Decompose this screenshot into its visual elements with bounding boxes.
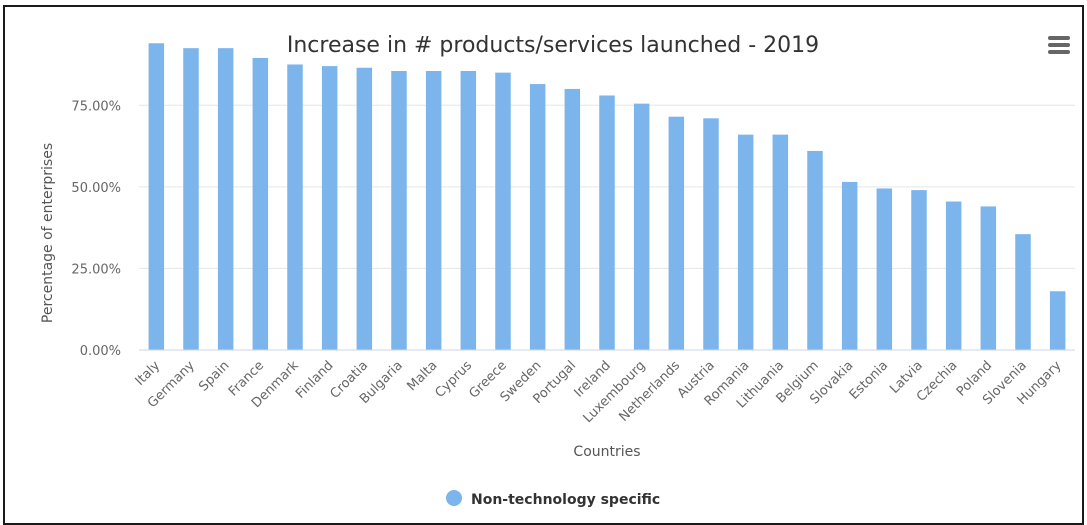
x-tick-label: Finland — [293, 358, 336, 401]
bar-greece[interactable] — [495, 72, 511, 350]
menu-bar — [1048, 43, 1070, 47]
bar-netherlands[interactable] — [668, 116, 685, 351]
bar-romania[interactable] — [737, 134, 754, 350]
bar-slovenia[interactable] — [1015, 234, 1031, 350]
x-axis-title: Countries — [573, 444, 640, 460]
bar-finland[interactable] — [321, 66, 338, 351]
bar-belgium[interactable] — [807, 150, 823, 350]
bar-poland[interactable] — [980, 206, 997, 350]
legend[interactable]: Non-technology specific — [446, 490, 660, 508]
bar-france[interactable] — [252, 57, 269, 351]
bar-germany[interactable] — [183, 48, 199, 350]
bar-sweden[interactable] — [529, 84, 546, 350]
bar-luxembourg[interactable] — [633, 103, 650, 350]
chart-title: Increase in # products/services launched… — [287, 33, 819, 58]
bar-ireland[interactable] — [599, 95, 615, 350]
bar-bulgaria[interactable] — [391, 71, 407, 350]
legend-label[interactable]: Non-technology specific — [471, 492, 660, 508]
bar-latvia[interactable] — [911, 190, 927, 350]
x-tick-labels: ItalyGermanySpainFranceDenmarkFinlandCro… — [133, 358, 1065, 426]
bar-slovakia[interactable] — [841, 181, 858, 350]
y-tick-label: 25.00% — [71, 262, 121, 277]
menu-bar — [1048, 50, 1070, 54]
hamburger-menu-icon[interactable] — [1046, 36, 1072, 60]
bar-portugal[interactable] — [564, 88, 581, 351]
y-tick-labels: 0.00% 25.00% 50.00% 75.00% — [71, 99, 121, 359]
bar-spain[interactable] — [217, 48, 234, 350]
bar-hungary[interactable] — [1049, 291, 1066, 350]
x-tick-label: Italy — [133, 358, 164, 389]
y-tick-label: 75.00% — [71, 99, 121, 114]
bar-austria[interactable] — [703, 118, 719, 350]
legend-marker — [446, 490, 462, 506]
bar-series — [148, 43, 1066, 351]
bar-lithuania[interactable] — [772, 134, 789, 350]
bar-denmark[interactable] — [287, 64, 303, 350]
x-tick-label: Netherlands — [617, 358, 684, 425]
bar-croatia[interactable] — [356, 67, 373, 350]
bar-czechia[interactable] — [945, 201, 962, 350]
menu-bar — [1048, 36, 1070, 40]
y-axis-title: Percentage of enterprises — [40, 143, 56, 323]
bar-italy[interactable] — [148, 43, 165, 351]
bar-chart: Increase in # products/services launched… — [40, 33, 1075, 508]
bar-cyprus[interactable] — [460, 71, 477, 350]
x-tick-label: Estonia — [847, 358, 891, 402]
y-tick-label: 50.00% — [71, 181, 121, 196]
y-tick-label: 0.00% — [80, 344, 121, 359]
bar-malta[interactable] — [425, 71, 442, 350]
bar-estonia[interactable] — [876, 188, 893, 350]
